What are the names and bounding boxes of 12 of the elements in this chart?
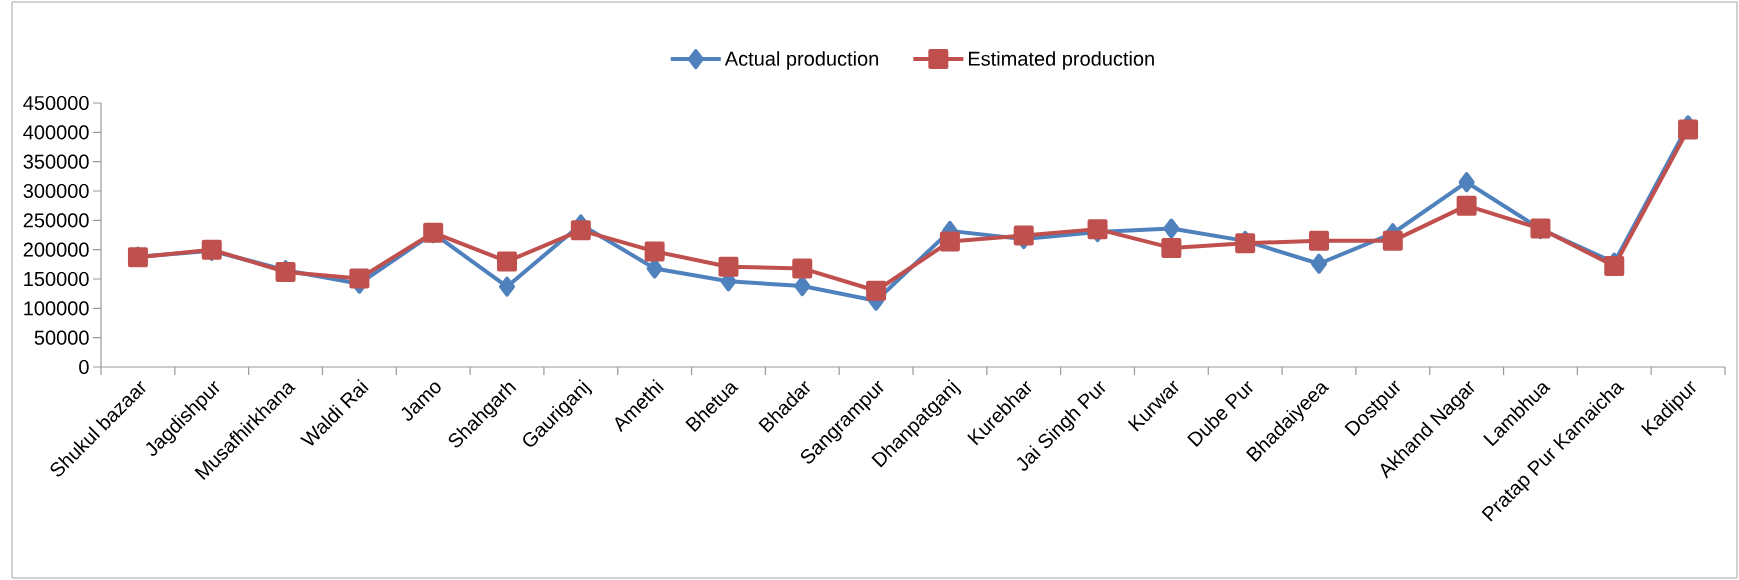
legend-label: Estimated production: [968, 51, 1154, 70]
y-tick-label: 400000: [23, 125, 89, 140]
y-tick-label: 150000: [24, 271, 89, 287]
legend-label: Actual production: [724, 51, 878, 70]
y-tick-label: 200000: [23, 242, 89, 257]
y-tick-label: 300000: [23, 183, 89, 199]
y-tick-label: 250000: [23, 213, 89, 228]
y-tick-label: 350000: [23, 154, 89, 169]
y-tick-label: 50000: [34, 330, 89, 345]
y-tick-label: 450000: [23, 95, 89, 111]
y-tick-label: 100000: [24, 301, 89, 316]
y-tick-label: 0: [79, 359, 89, 375]
